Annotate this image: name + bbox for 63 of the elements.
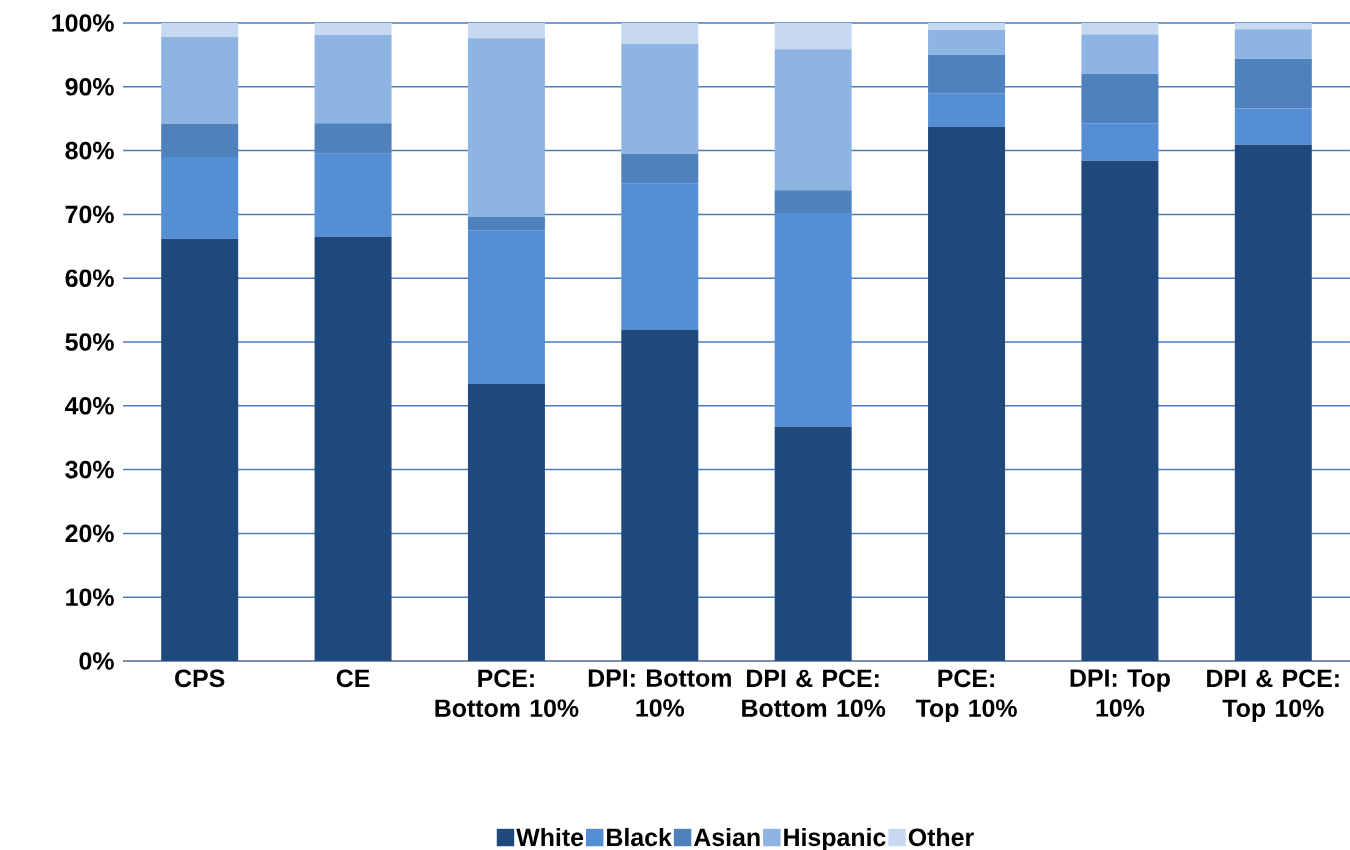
bar — [161, 238, 239, 661]
bar — [161, 22, 239, 38]
bar — [621, 153, 699, 184]
bar — [467, 384, 545, 661]
bar — [314, 22, 392, 36]
bar — [161, 37, 239, 124]
bar — [774, 190, 852, 214]
bar — [161, 123, 239, 157]
bar — [621, 22, 699, 45]
x-tick-label: DPI: Bottom 10% — [588, 669, 731, 717]
bar — [1234, 144, 1312, 661]
bar — [621, 183, 699, 330]
y-tick-label: 50% — [65, 333, 114, 351]
x-tick-label: DPI & PCE: Top 10% — [1207, 669, 1339, 722]
x-tick-label: CE — [336, 669, 370, 688]
bar — [1081, 34, 1159, 75]
bar — [621, 44, 699, 154]
y-tick-label: 10% — [66, 588, 114, 607]
y-tick-label: 20% — [65, 524, 114, 543]
bar — [1081, 123, 1159, 161]
bar — [314, 153, 392, 237]
y-tick-label: 70% — [65, 205, 114, 224]
x-tick-label: PCE: Bottom 10% — [435, 669, 579, 718]
bar — [467, 216, 545, 231]
bar — [1234, 58, 1312, 109]
bar — [1234, 29, 1312, 59]
bar — [928, 22, 1006, 31]
x-tick-label: CPS — [175, 669, 225, 688]
y-tick-label: 100% — [52, 14, 114, 32]
bar — [928, 93, 1006, 127]
bar — [314, 123, 392, 154]
bar — [774, 49, 852, 191]
bar — [774, 426, 852, 661]
x-tick-label: PCE: Top 10% — [915, 669, 1017, 722]
bar — [774, 22, 852, 50]
x-tick-label: DPI & PCE: Bottom 10% — [742, 669, 886, 718]
bar — [1234, 108, 1312, 145]
bar — [467, 22, 545, 39]
bar — [774, 213, 852, 427]
bar — [1234, 22, 1312, 30]
legend-label: Other — [908, 827, 974, 847]
y-tick-label: 60% — [65, 269, 114, 288]
bar — [467, 38, 545, 217]
bar — [314, 35, 392, 124]
bar — [928, 126, 1006, 661]
legend-label: Asian — [693, 827, 760, 847]
y-tick-label: 0% — [79, 652, 114, 670]
y-tick-label: 40% — [65, 396, 114, 415]
bar — [467, 230, 545, 385]
bar — [161, 156, 239, 239]
legend-label: White — [516, 827, 584, 847]
x-tick-label: DPI: Top 10% — [1070, 669, 1170, 717]
bar — [928, 54, 1006, 94]
y-tick-label: 90% — [65, 77, 114, 96]
bar — [621, 329, 699, 661]
bar — [314, 236, 392, 661]
bar — [1081, 22, 1159, 35]
bar — [1081, 160, 1159, 661]
y-tick-label: 30% — [65, 460, 114, 479]
y-tick-label: 80% — [65, 141, 114, 160]
bar — [928, 30, 1006, 55]
bar — [1081, 74, 1159, 124]
legend-label: Black — [607, 827, 672, 847]
